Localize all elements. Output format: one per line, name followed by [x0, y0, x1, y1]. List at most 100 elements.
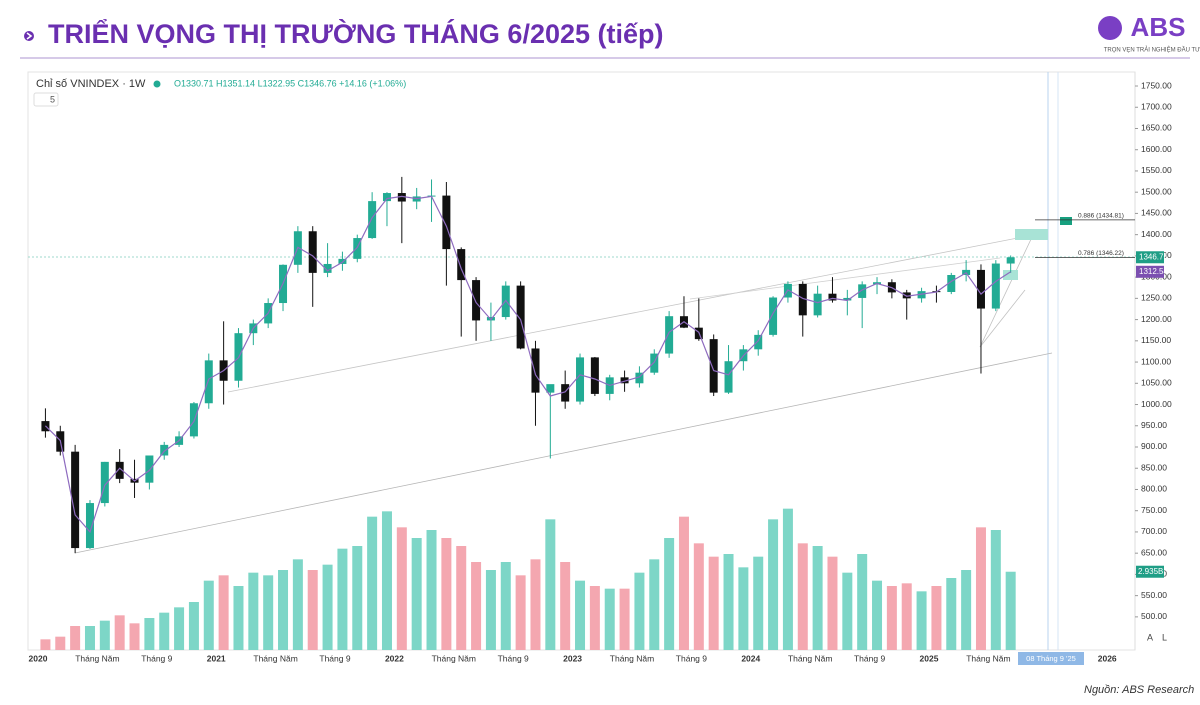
candle-body [813, 293, 822, 316]
candle-body [650, 353, 659, 373]
candle-body [561, 384, 570, 402]
volume-bar [916, 591, 927, 650]
candle-body [338, 258, 347, 264]
y-tick-label: 1150.00 [1141, 335, 1171, 345]
volume-bar [233, 586, 244, 650]
x-tick-label: Tháng Năm [788, 653, 832, 663]
volume-bar [782, 508, 793, 650]
volume-bar [144, 618, 155, 650]
y-tick-label: 950.00 [1141, 420, 1167, 430]
symbol-label: Chỉ số VNINDEX · 1W [36, 78, 146, 90]
candle-body [1006, 257, 1015, 264]
y-tick-label: 1400.00 [1141, 229, 1172, 239]
candle-body [576, 357, 585, 402]
cursor-date-box [1018, 652, 1084, 665]
x-tick-label: 2023 [563, 653, 582, 663]
price-tag [1136, 265, 1164, 278]
candle-body [100, 461, 109, 504]
y-tick-label: 1250.00 [1141, 293, 1172, 303]
page-title: TRIỂN VỌNG THỊ TRƯỜNG THÁNG 6/2025 (tiếp… [48, 18, 664, 49]
y-tick-label: 500.00 [1141, 611, 1167, 621]
candle-body [843, 297, 852, 301]
y-tick-label: 850.00 [1141, 462, 1167, 472]
cursor-date: 08 Tháng 9 '25 [1026, 654, 1076, 663]
volume-bar [842, 572, 853, 650]
volume-bar [55, 636, 66, 650]
y-tick-label: 750.00 [1141, 505, 1167, 515]
volume-bar [975, 527, 986, 650]
x-tick-label: Tháng 9 [141, 653, 172, 663]
candle-body [917, 291, 926, 299]
volume-bar [768, 519, 779, 650]
volume-bar [159, 612, 170, 650]
bullet-icon [24, 31, 34, 41]
candle-body [620, 377, 629, 384]
volume-bar [70, 626, 81, 650]
price-tag-label: 1312.54 [1139, 267, 1168, 276]
volume-bar [589, 586, 600, 650]
indicator-toggle[interactable] [33, 92, 59, 107]
candle-body [204, 360, 213, 404]
y-tick-label: 1450.00 [1141, 208, 1172, 218]
candle-body [546, 384, 555, 393]
volume-bar [872, 580, 883, 650]
volume-bar [381, 511, 392, 650]
volume-bar [500, 562, 511, 650]
volume-bar [203, 580, 214, 650]
candle-body [709, 339, 718, 393]
y-tick-label: 1050.00 [1141, 378, 1172, 388]
fib-label: 0.786 (1346.22) [1078, 250, 1124, 257]
volume-bar [649, 559, 660, 650]
volume-bar [530, 559, 541, 650]
corner-button[interactable]: L [1162, 632, 1167, 642]
volume-bar [292, 559, 303, 650]
candle-body [635, 372, 644, 384]
volume-bar [857, 554, 868, 650]
volume-bar [218, 575, 229, 650]
corner-button[interactable]: A [1147, 632, 1153, 642]
volume-bar [827, 556, 838, 650]
logo: ABS [1131, 12, 1186, 42]
trendline [227, 234, 1034, 393]
y-tick-label: 550.00 [1141, 590, 1167, 600]
volume-bar [664, 538, 675, 650]
source-note: Nguồn: ABS Research [1084, 684, 1194, 696]
candle-body [368, 201, 377, 239]
candle-body [665, 316, 674, 354]
candle-body [382, 193, 391, 202]
price-tag-label: 1346.76 [1139, 252, 1168, 261]
volume-bar [456, 546, 467, 650]
volume-bar [693, 543, 704, 650]
candle-body [323, 263, 332, 273]
candle-body [858, 284, 867, 298]
volume-bar [946, 578, 957, 650]
volume-bar [723, 554, 734, 650]
candle-body [991, 263, 1000, 309]
volume-bar [99, 620, 110, 650]
y-tick-label: 1750.00 [1141, 80, 1172, 90]
candle-body [769, 297, 778, 335]
candle-body [115, 461, 124, 479]
x-tick-label: Tháng Năm [610, 653, 654, 663]
candle-body [798, 283, 807, 316]
candle-body [516, 285, 525, 349]
volume-bar [278, 570, 289, 650]
y-tick-label: 700.00 [1141, 526, 1167, 536]
volume-tag [1136, 565, 1164, 578]
candle-body [71, 451, 80, 549]
x-tick-label: Tháng 9 [319, 653, 350, 663]
volume-bar [322, 564, 333, 650]
candle-body [85, 503, 94, 549]
ohlc-label: O1330.71 H1351.14 L1322.95 C1346.76 +14.… [174, 78, 406, 88]
y-tick-label: 1700.00 [1141, 101, 1172, 111]
volume-bar [738, 567, 749, 650]
x-tick-label: 2021 [207, 653, 226, 663]
candle-body [308, 231, 317, 273]
target-zone [1015, 229, 1048, 240]
x-tick-label: 2024 [741, 653, 760, 663]
volume-bar [174, 607, 185, 650]
volume-bar [515, 575, 526, 650]
x-tick-label: Tháng Năm [75, 653, 119, 663]
candle-body [590, 357, 599, 394]
volume-bar [471, 562, 482, 650]
